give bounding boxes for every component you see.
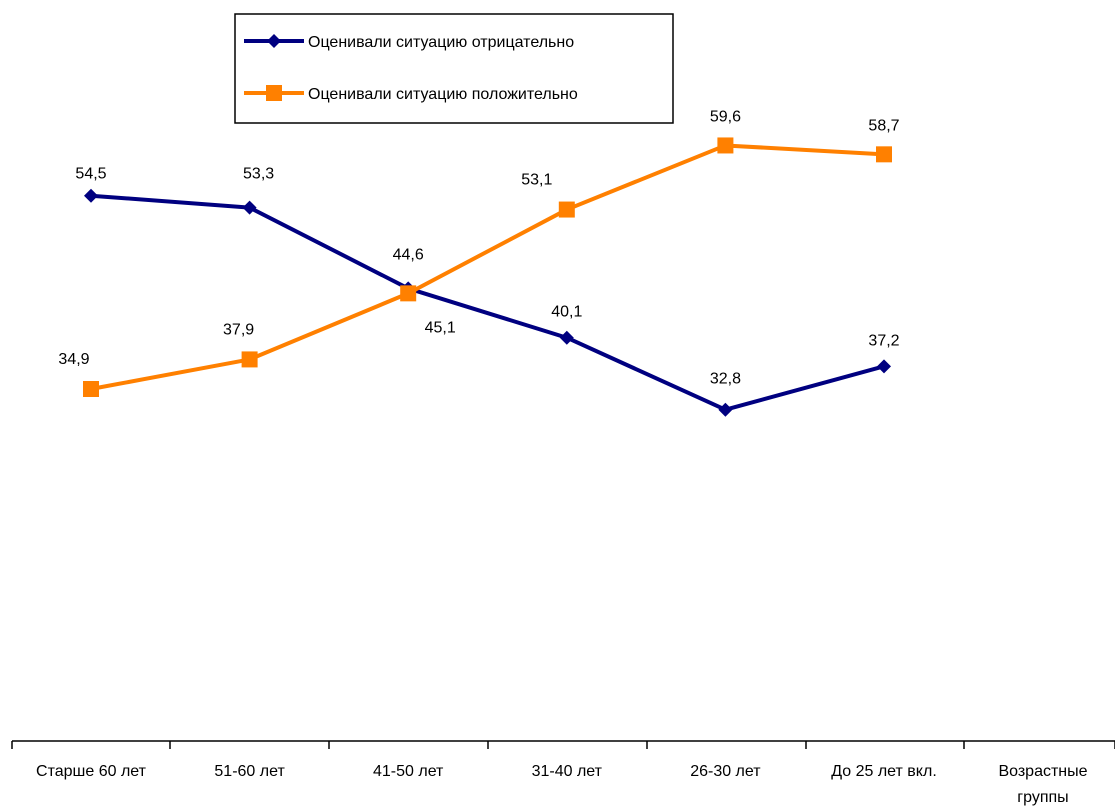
x-axis-title-line2: группы — [1017, 789, 1068, 806]
data-point-diamond — [877, 359, 891, 374]
data-label: 40,1 — [551, 304, 582, 321]
data-point-diamond — [559, 330, 574, 345]
legend-label-negative: Оценивали ситуацию отрицательно — [308, 34, 574, 51]
data-point-square — [717, 137, 734, 154]
data-label: 37,2 — [868, 332, 899, 349]
legend-entry-positive: Оценивали ситуацию положительно — [244, 85, 578, 103]
data-labels-layer: 54,5 53,3 45,1 40,1 32,8 37,2 34,9 37,9 44,6 53,1… — [58, 108, 899, 387]
data-point-diamond — [242, 200, 257, 215]
data-point-diamond — [718, 402, 733, 417]
x-tick-label: 51-60 лет — [214, 763, 285, 780]
x-tick-label: 26-30 лет — [690, 763, 761, 780]
legend-diamond-marker — [267, 34, 281, 48]
data-label: 53,3 — [243, 166, 274, 183]
series-line-0 — [90, 193, 885, 412]
data-label: 34,9 — [58, 351, 89, 368]
data-label: 54,5 — [75, 166, 106, 183]
data-point-square — [83, 381, 99, 397]
legend-square-marker — [266, 85, 282, 101]
data-label: 45,1 — [425, 319, 456, 336]
data-point-square — [400, 285, 417, 302]
legend: Оценивали ситуацию отрицательно Оценивал… — [234, 13, 674, 124]
data-point-square — [876, 146, 892, 163]
x-tick-label: 31-40 лет — [532, 763, 603, 780]
series-layer — [83, 137, 892, 417]
data-label: 32,8 — [710, 371, 741, 388]
legend-box — [234, 13, 674, 124]
data-point-square — [241, 351, 258, 368]
data-label: 59,6 — [710, 108, 741, 125]
x-tick-label: Старше 60 лет — [36, 763, 147, 780]
x-axis-title: Возрастные — [998, 763, 1087, 780]
data-point-diamond — [84, 188, 98, 203]
x-axis: Старше 60 лет 51-60 лет 41-50 лет 31-40 лет… — [11, 740, 1115, 806]
legend-entry-negative: Оценивали ситуацию отрицательно — [244, 34, 574, 51]
x-tick-label: 41-50 лет — [373, 763, 444, 780]
legend-label-positive: Оценивали ситуацию положительно — [308, 86, 578, 103]
data-label: 53,1 — [521, 172, 552, 189]
series-line-1 — [90, 143, 885, 391]
x-tick-label: До 25 лет вкл. — [831, 763, 937, 780]
data-label: 37,9 — [223, 321, 254, 338]
data-point-square — [558, 201, 575, 218]
data-label: 44,6 — [393, 246, 424, 263]
data-label: 58,7 — [868, 117, 899, 134]
